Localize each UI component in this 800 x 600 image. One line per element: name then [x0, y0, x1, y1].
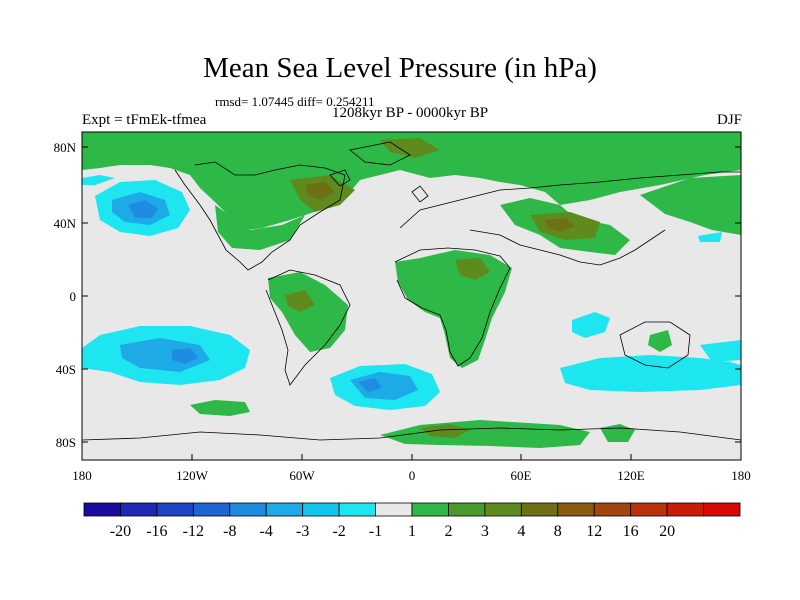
colorbar-bin	[703, 502, 741, 517]
experiment-label: Expt = tFmEk-tfmea	[82, 112, 207, 128]
lon-tick-label: 120E	[617, 468, 645, 483]
colorbar-bin	[192, 502, 231, 517]
colorbar-bin	[411, 502, 449, 517]
lat-tick-label: 40S	[56, 362, 76, 377]
lon-tick-label: 0	[409, 468, 416, 483]
colorbar-label: 3	[481, 523, 489, 540]
colorbar-label: 12	[586, 523, 602, 540]
latitude-axis: 80N 40N 0 40S 80S	[54, 140, 741, 450]
lon-tick-label: 60W	[289, 468, 315, 483]
north-pacific-cyan	[82, 175, 115, 185]
lat-tick-label: 80S	[56, 435, 76, 450]
colorbar-label: -12	[183, 523, 204, 540]
map-area	[82, 132, 741, 460]
colorbar-label: -4	[260, 523, 273, 540]
colorbar-bin	[593, 502, 632, 517]
colorbar-bin	[484, 502, 522, 517]
longitude-axis: 180 120W 60W 0 60E 120E 180	[72, 454, 751, 483]
lon-tick-label: 60E	[511, 468, 532, 483]
coastlines	[82, 141, 741, 441]
colorbar-bin	[302, 502, 340, 517]
lat-tick-label: 0	[70, 289, 77, 304]
colorbar-bin	[156, 502, 194, 517]
colorbar-label: -2	[332, 523, 345, 540]
colorbar-label: 20	[659, 523, 675, 540]
colorbar-label: 2	[444, 523, 452, 540]
colorbar-label: 4	[517, 523, 525, 540]
colorbar-label: -8	[223, 523, 236, 540]
north-america-green	[215, 205, 305, 250]
colorbar-label: -20	[110, 523, 131, 540]
colorbar-bin	[83, 502, 121, 517]
tasman-low	[572, 312, 610, 338]
negative-anomaly-regions	[82, 175, 741, 410]
colorbar-labels: -20 -16 -12 -8 -4 -3 -2 -1 1 2 3 4 8 12 16 20	[110, 523, 675, 540]
australia-green	[648, 330, 672, 352]
colorbar-bin	[229, 502, 267, 517]
colorbar-bin	[338, 502, 376, 517]
south-atlantic-green	[190, 400, 250, 416]
lon-tick-label: 120W	[176, 468, 209, 483]
south-america-green	[268, 272, 348, 352]
colorbar-bin	[520, 502, 559, 517]
colorbar-label: 1	[408, 523, 416, 540]
colorbar-bin	[557, 502, 595, 517]
lon-tick-label: 180	[731, 468, 751, 483]
colorbar-bin	[666, 502, 704, 517]
period-text: 1208kyr BP - 0000kyr BP	[331, 105, 489, 121]
colorbar	[83, 502, 741, 517]
colorbar-bin	[375, 502, 413, 517]
colorbar-label: -3	[296, 523, 309, 540]
lat-tick-label: 80N	[54, 140, 77, 155]
strong-negative-cores	[128, 200, 382, 392]
colorbar-bin	[448, 502, 486, 517]
season-label: DJF	[716, 112, 742, 128]
map-title: Mean Sea Level Pressure (in hPa)	[203, 52, 597, 84]
arctic-green-band	[82, 132, 741, 230]
indian-ocean-low	[560, 355, 741, 392]
stats-text: rmsd= 1.07445 diff= 0.254211	[215, 94, 375, 109]
colorbar-label: -16	[146, 523, 167, 540]
colorbar-bin	[120, 502, 158, 517]
maximum-anomaly-cores	[305, 182, 575, 232]
pacific-small-low	[698, 232, 722, 242]
colorbar-bin	[630, 502, 668, 517]
south-pacific-east-low	[700, 340, 741, 362]
lon-tick-label: 180	[72, 468, 92, 483]
colorbar-label: 16	[623, 523, 639, 540]
africa-green	[395, 250, 512, 368]
colorbar-bin	[265, 502, 304, 517]
lat-tick-label: 40N	[54, 216, 77, 231]
northeast-asia-green	[640, 175, 741, 235]
colorbar-label: -1	[369, 523, 382, 540]
colorbar-label: 8	[554, 523, 562, 540]
